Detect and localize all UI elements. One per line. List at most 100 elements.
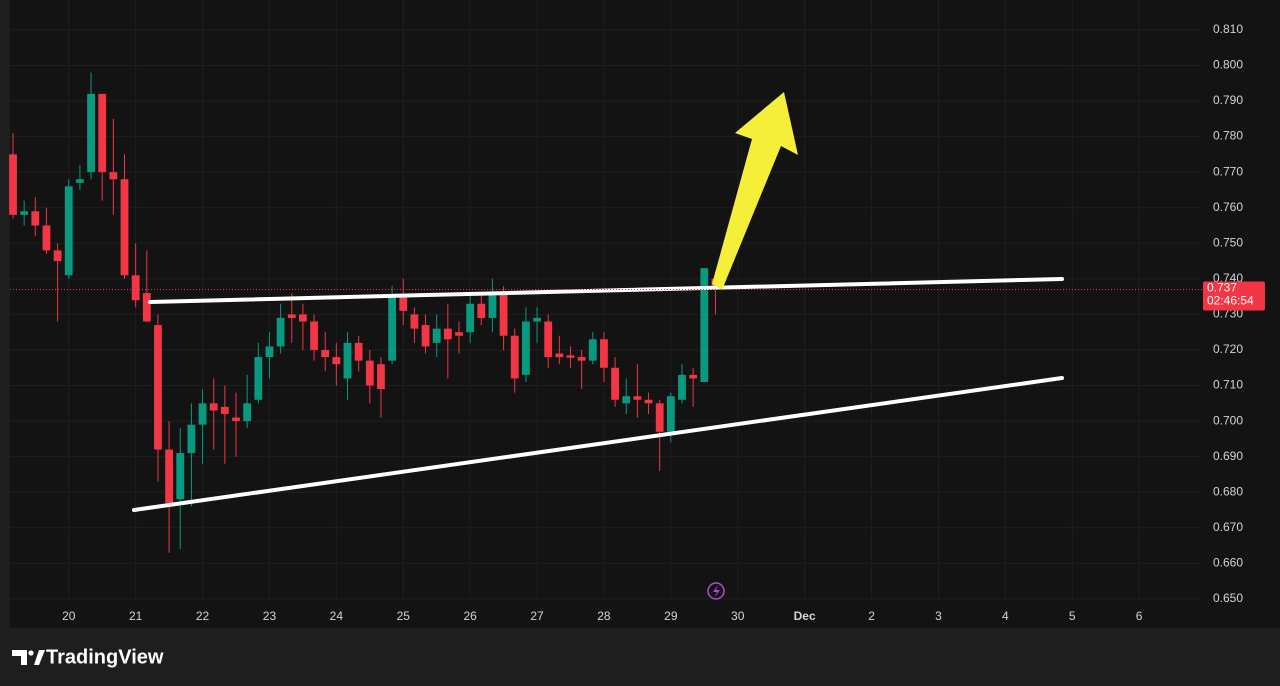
- x-tick-label: 21: [129, 609, 143, 623]
- candle-body: [109, 172, 118, 180]
- y-tick-label: 0.690: [1213, 449, 1243, 463]
- candle-body: [42, 225, 51, 251]
- y-tick-label: 0.650: [1213, 591, 1243, 605]
- resistance-trendline: [148, 277, 1064, 304]
- candle-body: [399, 296, 408, 311]
- candle-body: [20, 211, 29, 215]
- y-tick-label: 0.720: [1213, 342, 1243, 356]
- y-tick-label: 0.660: [1213, 556, 1243, 570]
- candle-body: [521, 321, 530, 375]
- arrow: [712, 92, 798, 290]
- candle-body: [666, 396, 675, 432]
- x-tick-label: 2: [868, 609, 875, 623]
- candle-body: [577, 357, 586, 361]
- candle-body: [176, 453, 185, 500]
- candle-body: [142, 293, 151, 322]
- candle-body: [120, 179, 129, 276]
- x-tick-label: 22: [196, 609, 210, 623]
- candle-body: [555, 353, 564, 358]
- candle-body: [265, 346, 274, 358]
- candle-body: [488, 293, 497, 318]
- y-tick-label: 0.770: [1213, 164, 1243, 178]
- candle-body: [655, 403, 664, 432]
- x-tick-label: 25: [397, 609, 411, 623]
- candle-body: [588, 339, 597, 361]
- candle-body: [633, 396, 642, 400]
- x-tick-label: 28: [597, 609, 611, 623]
- candle-body: [600, 339, 608, 368]
- last-price-label: 0.737: [1207, 281, 1237, 295]
- logo-icon: [12, 650, 45, 665]
- candle-body: [243, 403, 252, 422]
- x-tick-label: 23: [263, 609, 277, 623]
- candle-body: [689, 374, 698, 379]
- lightning-icon: [707, 582, 725, 600]
- x-tick-label: 27: [530, 609, 544, 623]
- candle-body: [220, 406, 229, 414]
- candle-body: [53, 250, 62, 262]
- candle-body: [298, 314, 307, 322]
- axes: 0.650 0.660 0.670 0.680 0.690 0.700 0.710 0.720…: [10, 22, 1265, 623]
- support-trendline: [132, 376, 1064, 512]
- y-tick-label: 0.700: [1213, 413, 1243, 427]
- y-tick-label: 0.760: [1213, 200, 1243, 214]
- candle-body: [388, 296, 397, 361]
- y-tick-label: 0.790: [1213, 93, 1243, 107]
- candle-body: [455, 332, 463, 336]
- candle-body: [287, 314, 296, 318]
- candle-body: [410, 314, 419, 329]
- candle-body: [232, 417, 240, 422]
- candle-body: [466, 303, 475, 333]
- candle-body: [321, 349, 330, 358]
- candle-body: [566, 355, 575, 358]
- y-tick-label: 0.780: [1213, 129, 1243, 143]
- candle-body: [443, 328, 452, 340]
- candle-body: [76, 179, 84, 183]
- candle-body: [533, 317, 541, 322]
- candle-body: [9, 154, 17, 215]
- countdown-label: 02:46:54: [1207, 294, 1254, 308]
- candle-body: [622, 396, 631, 404]
- candle-body: [544, 321, 553, 358]
- candle-body: [365, 360, 374, 386]
- candle-body: [354, 342, 363, 361]
- candle-body: [187, 424, 196, 454]
- candle-body: [165, 449, 174, 503]
- x-tick-label: 24: [330, 609, 344, 623]
- x-tick-label: 20: [62, 609, 76, 623]
- y-tick-label: 0.750: [1213, 235, 1243, 249]
- candles: [9, 72, 720, 553]
- candle-body: [209, 403, 218, 411]
- x-tick-label: 26: [463, 609, 477, 623]
- candle-body: [700, 268, 709, 382]
- candle-body: [98, 93, 107, 173]
- candle-body: [310, 321, 318, 350]
- candle-body: [64, 186, 73, 276]
- candle-body: [198, 403, 207, 425]
- candle-body: [332, 357, 341, 365]
- candle-body: [678, 374, 686, 400]
- candle-body: [477, 303, 486, 318]
- candle-body: [421, 325, 430, 347]
- candle-body: [87, 93, 95, 173]
- candle-body: [377, 364, 385, 390]
- candle-body: [432, 328, 441, 343]
- branding: TradingView: [46, 646, 164, 668]
- candle-body: [31, 211, 40, 226]
- candle-body: [644, 399, 653, 404]
- x-tick-label: 3: [935, 609, 942, 623]
- x-tick-label: 6: [1136, 609, 1143, 623]
- candle-body: [254, 357, 263, 400]
- candle-body: [510, 335, 519, 379]
- y-tick-label: 0.670: [1213, 520, 1243, 534]
- x-tick-label: 29: [664, 609, 678, 623]
- footer: [0, 628, 1280, 686]
- candle-body: [611, 367, 619, 400]
- y-tick-label: 0.710: [1213, 378, 1243, 392]
- candle-body: [276, 317, 285, 347]
- last-price-box: [1203, 281, 1265, 311]
- x-tick-label: 4: [1002, 609, 1009, 623]
- x-tick-label: 5: [1069, 609, 1076, 623]
